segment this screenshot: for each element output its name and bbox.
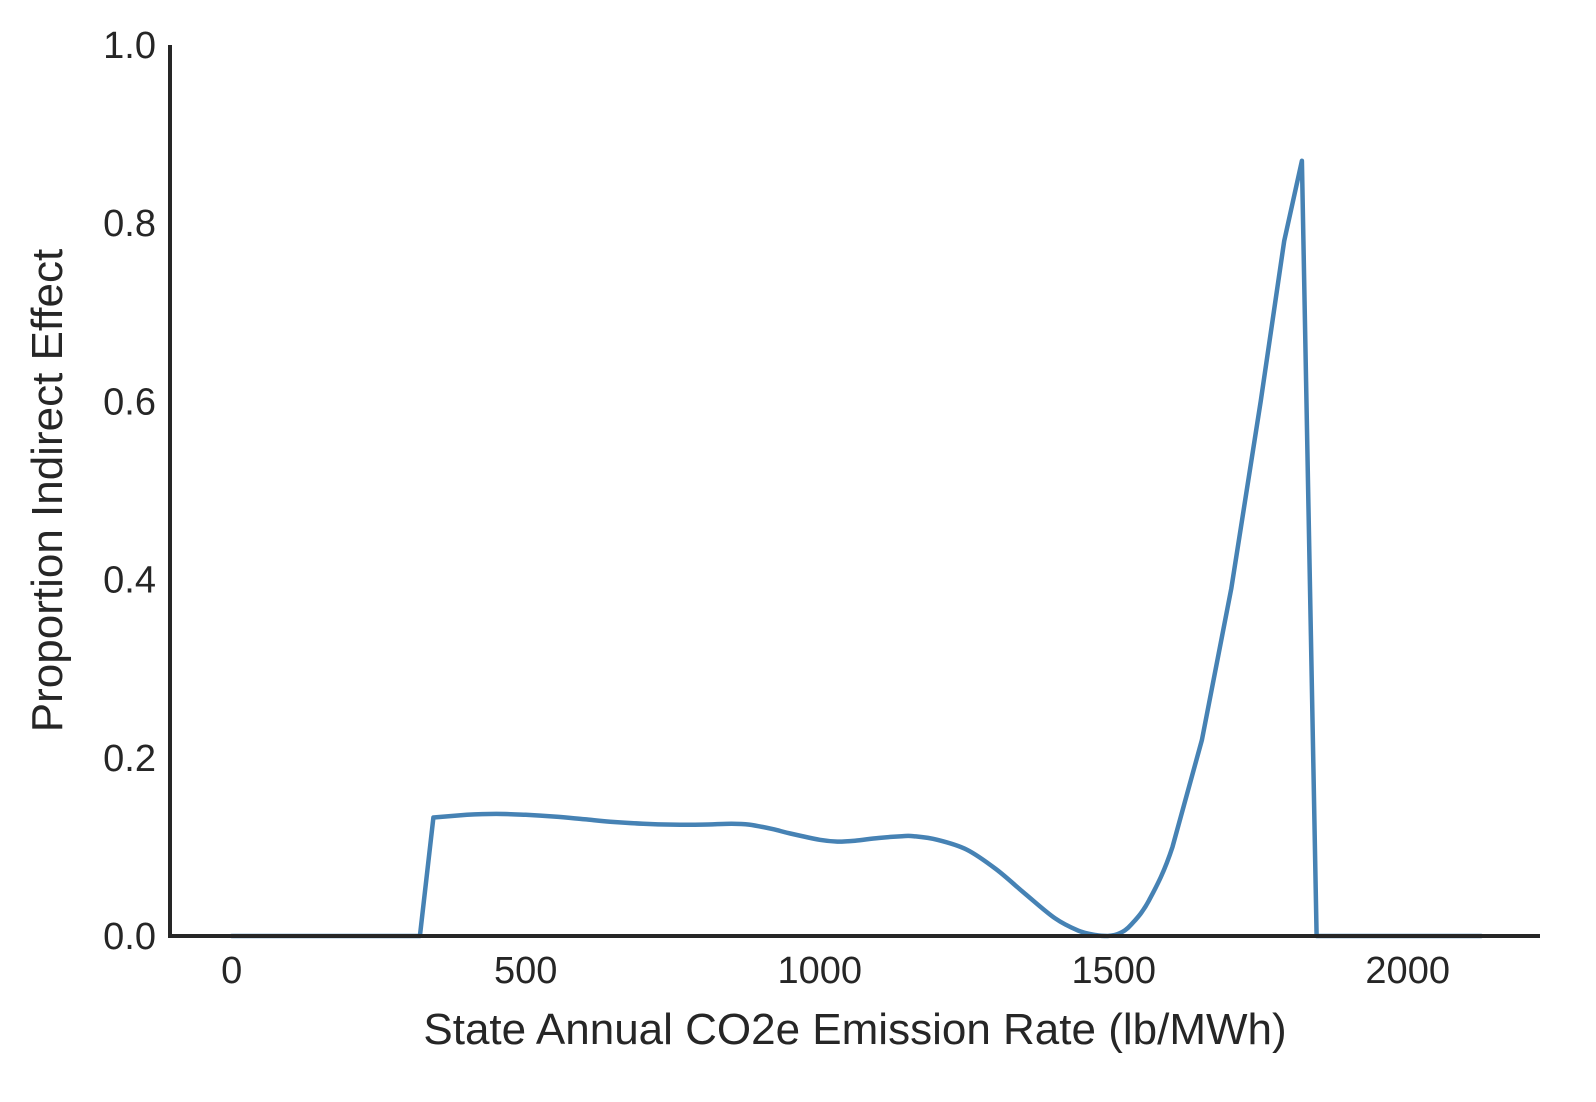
series-line: [229, 158, 1484, 939]
x-axis-title: State Annual CO2e Emission Rate (lb/MWh): [423, 1005, 1286, 1054]
y-axis-title: Proportion Indirect Effect: [23, 249, 72, 732]
y-tick-label: 0.6: [103, 381, 156, 423]
x-tick-label: 500: [494, 950, 557, 992]
x-axis-ticks: 0 500 1000 1500 2000: [221, 950, 1450, 992]
x-tick-label: 1500: [1071, 950, 1156, 992]
x-tick-label: 0: [221, 950, 242, 992]
x-tick-label: 2000: [1365, 950, 1450, 992]
y-tick-label: 0.0: [103, 916, 156, 958]
y-tick-label: 0.4: [103, 560, 156, 602]
x-tick-label: 1000: [777, 950, 862, 992]
y-axis-ticks: 0.0 0.2 0.4 0.6 0.8 1.0: [103, 25, 156, 958]
y-tick-label: 0.2: [103, 738, 156, 780]
y-tick-label: 0.8: [103, 203, 156, 245]
y-tick-label: 1.0: [103, 25, 156, 67]
